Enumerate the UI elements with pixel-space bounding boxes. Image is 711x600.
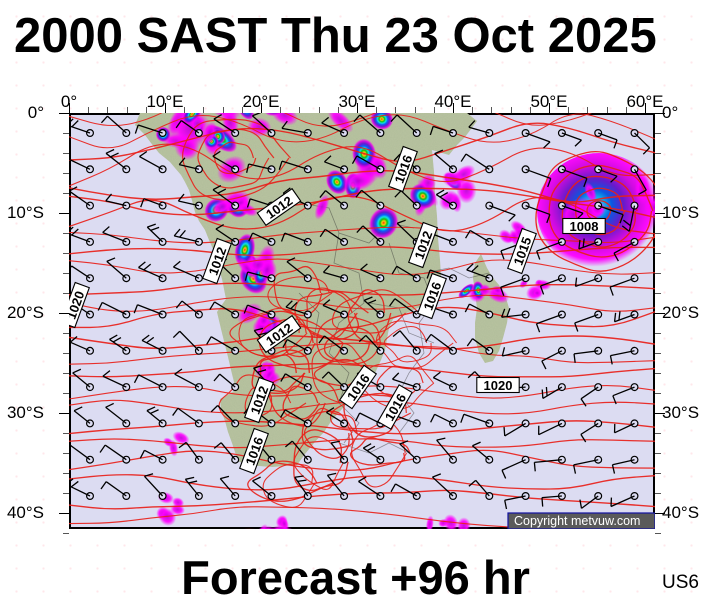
svg-text:Copyright metvuw.com: Copyright metvuw.com — [514, 514, 640, 528]
svg-text:1020: 1020 — [69, 289, 87, 321]
svg-text:1020: 1020 — [484, 378, 513, 393]
svg-text:1008: 1008 — [570, 219, 599, 234]
